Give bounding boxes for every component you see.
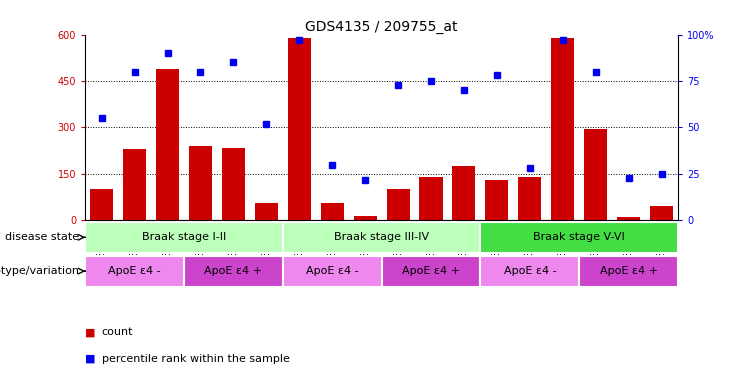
Title: GDS4135 / 209755_at: GDS4135 / 209755_at <box>305 20 458 33</box>
Bar <box>222 147 245 220</box>
Bar <box>485 180 508 220</box>
Bar <box>551 38 574 220</box>
Bar <box>321 204 344 220</box>
Bar <box>288 38 310 220</box>
Bar <box>617 217 640 220</box>
Bar <box>85 222 283 253</box>
Bar <box>419 177 442 220</box>
Bar <box>382 256 480 286</box>
Bar <box>579 256 678 286</box>
Text: ApoE ε4 +: ApoE ε4 + <box>599 266 657 276</box>
Text: Braak stage I-II: Braak stage I-II <box>142 232 226 242</box>
Bar <box>283 256 382 286</box>
Bar <box>453 166 476 220</box>
Text: ■: ■ <box>85 354 96 364</box>
Text: ApoE ε4 -: ApoE ε4 - <box>306 266 359 276</box>
Text: ApoE ε4 -: ApoE ε4 - <box>503 266 556 276</box>
Bar <box>353 216 376 220</box>
Text: genotype/variation: genotype/variation <box>0 266 79 276</box>
Text: Braak stage V-VI: Braak stage V-VI <box>534 232 625 242</box>
Bar <box>387 189 410 220</box>
Text: ApoE ε4 +: ApoE ε4 + <box>402 266 460 276</box>
Bar <box>85 256 184 286</box>
Text: ■: ■ <box>85 327 96 337</box>
Bar <box>480 256 579 286</box>
Text: Braak stage III-IV: Braak stage III-IV <box>334 232 429 242</box>
Bar <box>283 222 480 253</box>
Bar <box>518 177 542 220</box>
Text: ApoE ε4 +: ApoE ε4 + <box>205 266 262 276</box>
Bar <box>189 146 212 220</box>
Bar <box>123 149 146 220</box>
Text: disease state: disease state <box>5 232 79 242</box>
Bar <box>480 222 678 253</box>
Text: percentile rank within the sample: percentile rank within the sample <box>102 354 290 364</box>
Bar <box>650 207 673 220</box>
Bar <box>255 204 278 220</box>
Bar <box>584 129 607 220</box>
Bar <box>90 189 113 220</box>
Text: ApoE ε4 -: ApoE ε4 - <box>108 266 161 276</box>
Text: count: count <box>102 327 133 337</box>
Bar <box>184 256 283 286</box>
Bar <box>156 69 179 220</box>
